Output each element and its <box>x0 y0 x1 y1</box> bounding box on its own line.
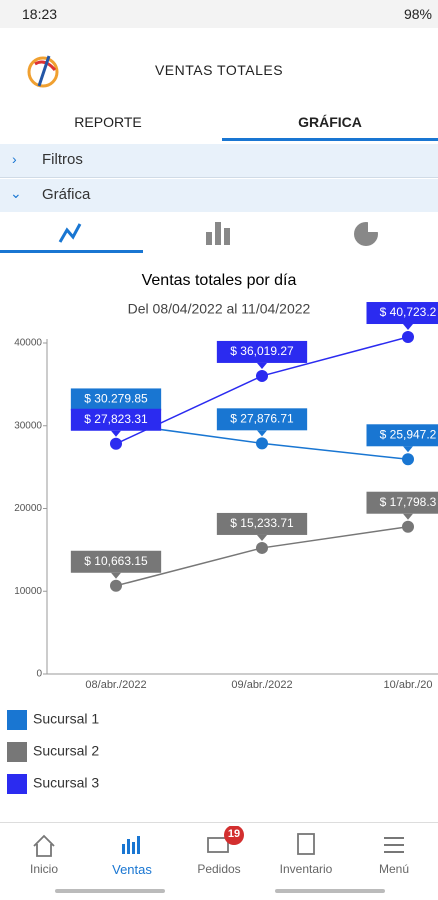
chevron: › <box>12 151 17 167</box>
value-label-pointer <box>111 572 121 579</box>
data-point <box>110 437 122 450</box>
x-tick-label: 08/abr./2022 <box>85 679 146 691</box>
value-label: $ 27,823.31 <box>84 412 148 426</box>
tab[interactable]: REPORTE <box>74 114 142 130</box>
section-label: Gráfica <box>42 186 91 203</box>
data-point <box>256 369 268 382</box>
gesture-bar <box>275 889 385 893</box>
value-label-pointer <box>257 534 267 541</box>
data-point <box>402 331 414 344</box>
value-label-box <box>216 512 308 535</box>
data-point <box>256 541 268 554</box>
value-label-pointer <box>403 324 413 331</box>
value-label-box <box>216 340 308 363</box>
line-icon[interactable] <box>58 223 82 243</box>
value-label-pointer <box>111 430 121 437</box>
nav-divider <box>0 822 438 823</box>
value-label-pointer <box>257 430 267 437</box>
data-point <box>402 520 414 533</box>
y-tick-label: 40000 <box>14 338 42 349</box>
value-label: $ 27,876.71 <box>230 411 294 425</box>
bar-icon[interactable] <box>206 222 230 245</box>
battery: 98% <box>403 6 432 22</box>
value-label-box <box>70 550 162 573</box>
nav-item[interactable]: Menú <box>378 862 410 876</box>
value-label-box <box>70 408 162 431</box>
data-point <box>256 437 268 450</box>
value-label: $ 15,233.71 <box>230 516 294 530</box>
chart-title: Ventas totales por día <box>142 272 297 289</box>
y-tick-label: 10000 <box>14 586 42 597</box>
badge: 19 <box>227 828 241 840</box>
x-tick-label: 10/abr./20 <box>384 679 433 691</box>
nav-item[interactable]: Inicio <box>29 862 58 876</box>
value-label: $ 30.279.85 <box>84 392 148 406</box>
value-label-pointer <box>403 446 413 453</box>
legend-label: Sucursal 2 <box>33 743 99 759</box>
legend-swatch <box>7 742 27 762</box>
nav-icons <box>33 826 404 857</box>
value-label: $ 10,663.15 <box>84 554 148 568</box>
nav-item[interactable]: Inventario <box>279 862 333 876</box>
value-label-pointer <box>403 513 413 520</box>
section-row[interactable]: › Filtros <box>0 144 438 178</box>
logo <box>27 55 59 88</box>
status-bar: 18:23 98% <box>0 0 438 28</box>
value-label-box <box>70 388 162 411</box>
header-title: VENTAS TOTALES <box>154 62 284 78</box>
section-label: Filtros <box>42 151 83 168</box>
y-tick-label: 0 <box>36 669 42 680</box>
chart-subtitle: Del 08/04/2022 al 11/04/2022 <box>128 301 311 317</box>
nav-item[interactable]: Pedidos <box>197 862 241 876</box>
legend-swatch <box>7 774 27 794</box>
legend-label: Sucursal 3 <box>33 775 99 791</box>
pie-icon[interactable] <box>354 220 380 246</box>
value-label-pointer <box>257 362 267 369</box>
legend-swatch <box>7 710 27 730</box>
gesture-bar <box>55 889 165 893</box>
y-tick-label: 20000 <box>14 503 42 514</box>
value-label-box <box>366 491 438 514</box>
x-tick-label: 09/abr./2022 <box>231 679 292 691</box>
time: 18:23 <box>22 6 58 22</box>
data-point <box>402 453 414 466</box>
value-label: $ 40,723.2 <box>380 305 437 319</box>
value-label: $ 17,798.3 <box>380 495 437 509</box>
chart-type-tabs <box>0 220 380 253</box>
value-label-box <box>366 424 438 447</box>
chart: Ventas totales por día Del 08/04/2022 al… <box>7 272 438 794</box>
value-label-box <box>216 408 308 431</box>
legend-label: Sucursal 1 <box>33 711 99 727</box>
y-tick-label: 30000 <box>14 420 42 431</box>
section-row[interactable]: ⌄ Gráfica <box>0 179 438 212</box>
chevron: ⌄ <box>10 185 22 201</box>
tab-indicator <box>0 250 143 253</box>
value-label-box <box>366 302 438 325</box>
nav-item[interactable]: Ventas <box>112 862 152 877</box>
tab-indicator <box>222 138 438 141</box>
value-label: $ 36,019.27 <box>230 344 294 358</box>
tab[interactable]: GRÁFICA <box>298 114 362 130</box>
value-label: $ 25,947.2 <box>380 427 437 441</box>
data-point <box>110 579 122 592</box>
